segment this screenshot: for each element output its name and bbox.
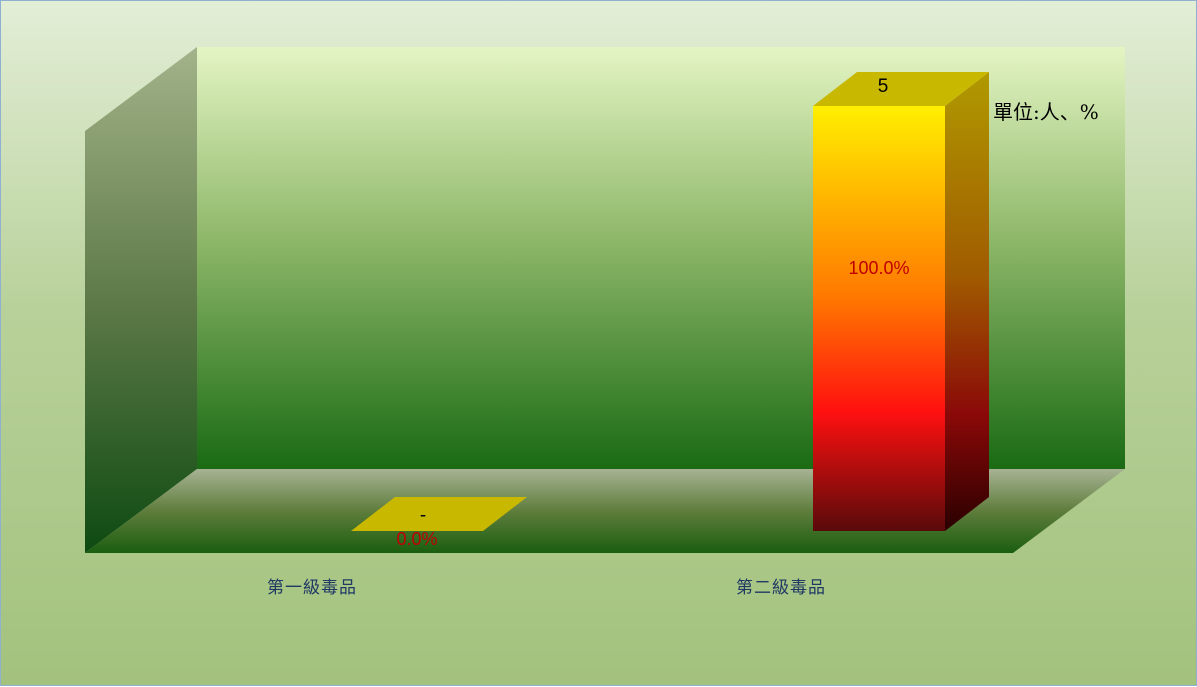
unit-label: 單位:人、% <box>993 100 1099 124</box>
bar-side-2 <box>945 72 989 531</box>
side-wall <box>85 47 197 553</box>
bar-top-2 <box>813 72 989 106</box>
category-label-1: 第一級毒品 <box>267 578 357 598</box>
category-label-2: 第二級毒品 <box>736 578 826 598</box>
value-label-2: 5 <box>878 76 889 97</box>
bars-group: - 0.0% 5 100.0% <box>351 72 989 549</box>
percent-label-2: 100.0% <box>848 258 909 278</box>
value-label-1: - <box>420 505 426 526</box>
bar-top-1 <box>351 497 527 531</box>
bar-front-2 <box>813 106 945 531</box>
percent-label-1: 0.0% <box>396 529 437 549</box>
